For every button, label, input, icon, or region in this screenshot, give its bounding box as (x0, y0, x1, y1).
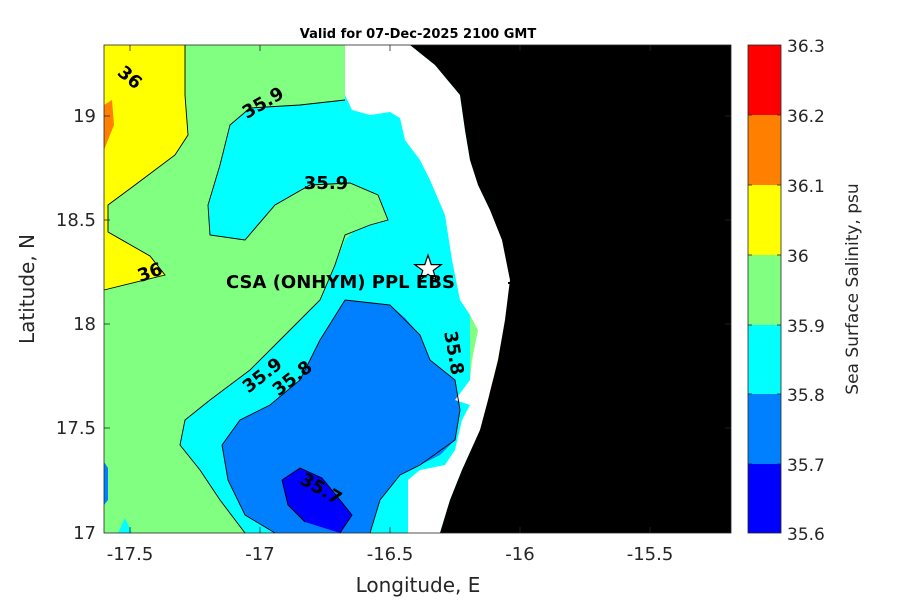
x-tick-marks (129, 45, 651, 533)
colorbar-tick-marks (748, 114, 781, 465)
y-tick-label: 17 (73, 523, 96, 544)
map-panel: 36 35.9 35.9 36 35.9 35.8 35.8 35.7 CSA … (103, 44, 732, 534)
y-axis-label: Latitude, N (15, 234, 39, 344)
colorbar-frame (747, 44, 782, 534)
colorbar-tick-label: 36 (787, 247, 809, 267)
contour-line-35.8 (221, 299, 461, 534)
colorbar: 36.3 36.2 36.1 36 35.9 35.8 35.7 35.6 Se… (747, 37, 863, 545)
colorbar-tick-label: 35.8 (787, 386, 825, 406)
colorbar-tick-label: 36.2 (787, 107, 825, 127)
map-frame (103, 44, 732, 534)
colorbar-swatch (748, 115, 781, 185)
y-tick-label: 18 (73, 314, 96, 335)
salinity-band-36.1-36.2 (104, 100, 114, 150)
map-title: Valid for 07-Dec-2025 2100 GMT (300, 27, 537, 42)
salinity-band-edge-sliver (104, 462, 108, 505)
colorbar-swatch (748, 255, 781, 325)
colorbar-tick-label: 35.9 (787, 317, 825, 337)
site-label: CSA (ONHYM) PPL EBS (226, 272, 455, 293)
contour-line-36 (103, 45, 189, 291)
x-axis-label: Longitude, E (356, 573, 481, 597)
y-tick-marks (104, 115, 731, 429)
colorbar-swatch (748, 325, 781, 394)
colorbar-tick-label: 36.3 (787, 37, 825, 57)
colorbar-tick-label: 35.7 (787, 456, 825, 476)
x-tick-label: -17 (245, 544, 274, 565)
colorbar-swatch (748, 45, 781, 115)
contour-line-35.7 (281, 467, 353, 534)
x-tick-label: -16.5 (367, 544, 414, 565)
salinity-band-edge-sliver-2 (118, 518, 132, 533)
y-tick-label: 18.5 (56, 210, 96, 231)
colorbar-swatch (748, 185, 781, 255)
salinity-band-35.9-36-pocket (275, 183, 388, 235)
colorbar-label: Sea Surface Salinity, psu (843, 183, 863, 394)
x-tick-label: -16 (505, 544, 534, 565)
contour-line-35.9 (179, 99, 389, 534)
land-mass (410, 45, 731, 533)
no-data-mask (345, 45, 510, 533)
colorbar-tick-label: 35.6 (787, 525, 825, 545)
star-icon (412, 253, 444, 282)
y-tick-label: 17.5 (56, 418, 96, 439)
salinity-band-36-36.1 (104, 45, 188, 290)
colorbar-swatch (748, 394, 781, 464)
contour-label: 35.9 (304, 173, 348, 194)
salinity-band-35.6-35.7 (282, 468, 352, 533)
x-tick-label: -17.5 (107, 544, 154, 565)
colorbar-swatch (748, 464, 781, 533)
y-tick-label: 19 (73, 106, 96, 127)
colorbar-tick-label: 36.1 (787, 177, 825, 197)
x-tick-label: -15.5 (627, 544, 674, 565)
